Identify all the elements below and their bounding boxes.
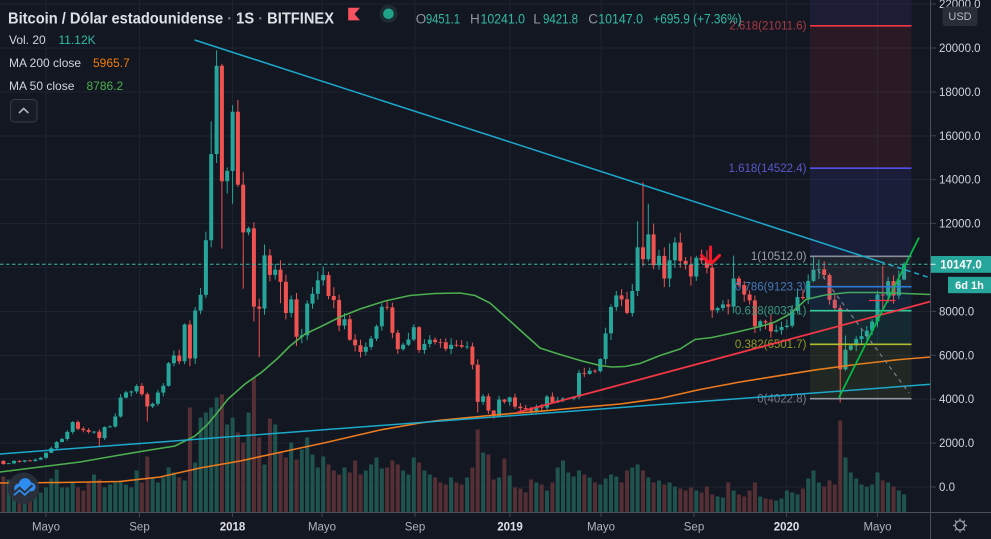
svg-text:8786.2: 8786.2 <box>87 79 124 93</box>
svg-text:22000.0: 22000.0 <box>939 0 981 11</box>
svg-text:18000.0: 18000.0 <box>939 87 981 99</box>
svg-text:H: H <box>470 11 480 26</box>
svg-text:Bitcoin / Dólar estadounidense: Bitcoin / Dólar estadounidense · 1S · BI… <box>8 11 334 28</box>
svg-text:11.12K: 11.12K <box>59 33 96 47</box>
svg-text:2.618(21011.6): 2.618(21011.6) <box>729 21 806 33</box>
svg-text:MA 200 close: MA 200 close <box>9 56 81 70</box>
svg-text:1(10512.0): 1(10512.0) <box>751 251 807 263</box>
svg-text:Mayo: Mayo <box>863 522 891 534</box>
svg-text:Mayo: Mayo <box>587 522 615 534</box>
svg-text:14000.0: 14000.0 <box>939 175 981 187</box>
svg-text:6d 1h: 6d 1h <box>955 280 984 292</box>
svg-text:Sep: Sep <box>129 522 149 534</box>
svg-text:9451.1: 9451.1 <box>426 11 460 26</box>
svg-text:10241.0: 10241.0 <box>481 11 526 26</box>
svg-text:Mayo: Mayo <box>308 522 336 534</box>
svg-text:O: O <box>416 11 427 26</box>
svg-text:0.0: 0.0 <box>939 482 955 494</box>
svg-text:20000.0: 20000.0 <box>939 43 981 55</box>
svg-text:2020: 2020 <box>774 522 800 534</box>
svg-text:16000.0: 16000.0 <box>939 131 981 143</box>
svg-text:MA 50 close: MA 50 close <box>9 79 75 93</box>
svg-text:+695.9 (+7.36%): +695.9 (+7.36%) <box>653 11 741 26</box>
svg-text:10147.0: 10147.0 <box>598 11 643 26</box>
svg-text:L: L <box>533 11 541 26</box>
svg-text:Mayo: Mayo <box>32 522 60 534</box>
svg-text:2019: 2019 <box>497 522 523 534</box>
svg-text:12000.0: 12000.0 <box>939 219 981 231</box>
svg-text:8000.0: 8000.0 <box>939 306 974 318</box>
svg-text:USD: USD <box>948 11 971 23</box>
svg-text:2018: 2018 <box>220 522 246 534</box>
svg-text:Sep: Sep <box>405 522 425 534</box>
svg-text:Sep: Sep <box>684 522 704 534</box>
svg-text:9421.8: 9421.8 <box>543 11 578 26</box>
svg-text:Vol. 20: Vol. 20 <box>9 33 46 47</box>
svg-text:10147.0: 10147.0 <box>940 259 982 271</box>
svg-text:0.786(9123.3): 0.786(9123.3) <box>735 282 807 294</box>
svg-text:C: C <box>588 11 598 26</box>
svg-text:6000.0: 6000.0 <box>939 350 974 362</box>
svg-text:2000.0: 2000.0 <box>939 438 974 450</box>
svg-text:5965.7: 5965.7 <box>93 56 130 70</box>
svg-text:1.618(14522.4): 1.618(14522.4) <box>728 163 806 175</box>
svg-text:4000.0: 4000.0 <box>939 394 974 406</box>
svg-text:0.618(8033.1): 0.618(8033.1) <box>735 306 807 318</box>
